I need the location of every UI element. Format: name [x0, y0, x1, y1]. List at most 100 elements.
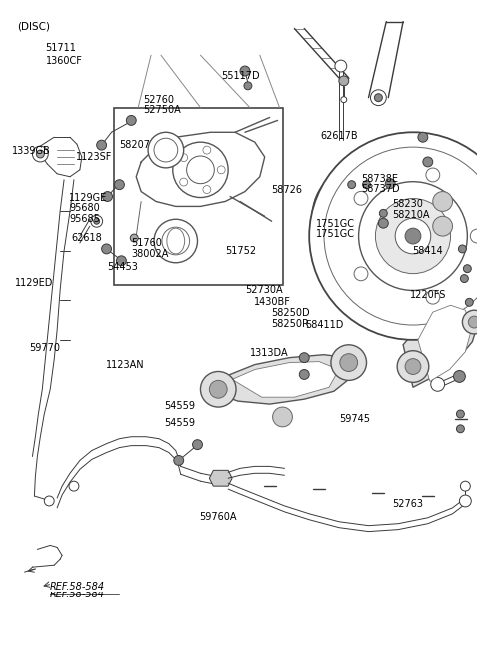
Polygon shape	[430, 177, 466, 253]
Text: 54559: 54559	[164, 402, 195, 411]
Circle shape	[334, 193, 346, 205]
Text: REF.58-584: REF.58-584	[50, 582, 105, 592]
Circle shape	[33, 146, 48, 162]
Text: 58411D: 58411D	[305, 320, 344, 330]
Circle shape	[354, 206, 373, 226]
Text: 1751GC: 1751GC	[316, 219, 355, 229]
Circle shape	[340, 354, 358, 371]
Circle shape	[244, 82, 252, 90]
Polygon shape	[209, 470, 232, 486]
Text: 59770: 59770	[29, 343, 60, 353]
Circle shape	[426, 290, 440, 304]
Text: 59745: 59745	[340, 415, 371, 424]
Circle shape	[114, 179, 124, 189]
Circle shape	[374, 94, 383, 102]
Circle shape	[180, 178, 188, 186]
Text: 1360CF: 1360CF	[46, 56, 83, 66]
Circle shape	[341, 97, 347, 103]
Circle shape	[470, 229, 480, 243]
Circle shape	[460, 274, 468, 282]
Circle shape	[375, 198, 451, 274]
Circle shape	[456, 410, 464, 418]
Text: 1129ED: 1129ED	[14, 278, 53, 288]
Circle shape	[300, 352, 309, 363]
Circle shape	[174, 455, 184, 466]
Text: 52750A: 52750A	[143, 105, 180, 115]
Text: 51711: 51711	[46, 43, 76, 53]
Circle shape	[459, 495, 471, 507]
Circle shape	[44, 496, 54, 506]
Circle shape	[385, 179, 395, 189]
Circle shape	[367, 182, 379, 194]
Text: 1123AN: 1123AN	[106, 360, 145, 370]
Circle shape	[203, 146, 211, 154]
Circle shape	[154, 219, 197, 263]
Text: 1129GE: 1129GE	[69, 193, 108, 203]
Circle shape	[162, 227, 190, 255]
Circle shape	[94, 218, 100, 224]
Circle shape	[387, 210, 399, 222]
Circle shape	[456, 425, 464, 433]
Circle shape	[354, 191, 368, 205]
Circle shape	[273, 407, 292, 427]
Circle shape	[335, 60, 347, 72]
Text: 59760A: 59760A	[200, 512, 237, 521]
Circle shape	[309, 132, 480, 340]
Polygon shape	[216, 354, 354, 404]
Text: 1339GB: 1339GB	[12, 147, 51, 157]
Circle shape	[397, 350, 429, 383]
Circle shape	[217, 166, 225, 174]
Text: 95685: 95685	[69, 214, 100, 224]
Circle shape	[103, 192, 112, 202]
Text: 58737D: 58737D	[361, 184, 400, 194]
Circle shape	[91, 215, 103, 227]
Circle shape	[130, 234, 138, 242]
Circle shape	[379, 210, 387, 217]
Circle shape	[117, 256, 126, 266]
Circle shape	[339, 76, 349, 86]
Circle shape	[378, 218, 388, 228]
Circle shape	[367, 238, 379, 250]
Text: 58230: 58230	[392, 200, 423, 210]
Circle shape	[354, 267, 368, 281]
Circle shape	[454, 371, 466, 383]
Circle shape	[344, 196, 384, 236]
Circle shape	[240, 66, 250, 76]
Circle shape	[69, 481, 79, 491]
Circle shape	[154, 138, 178, 162]
Text: 58210A: 58210A	[392, 210, 429, 220]
Circle shape	[359, 181, 468, 290]
Text: 52760: 52760	[143, 94, 174, 105]
Circle shape	[201, 371, 236, 407]
Circle shape	[395, 218, 431, 254]
Circle shape	[431, 377, 444, 391]
Circle shape	[458, 245, 467, 253]
Text: 38002A: 38002A	[131, 249, 168, 259]
Text: 58414: 58414	[412, 246, 443, 256]
Circle shape	[173, 142, 228, 198]
Circle shape	[96, 140, 107, 150]
Text: 1220FS: 1220FS	[410, 290, 446, 300]
Circle shape	[433, 216, 453, 236]
Text: 1751GC: 1751GC	[316, 229, 355, 239]
Circle shape	[192, 440, 203, 449]
Circle shape	[300, 369, 309, 379]
Text: 62617B: 62617B	[321, 131, 358, 141]
Polygon shape	[418, 305, 471, 381]
Circle shape	[466, 298, 473, 307]
Text: 58250D: 58250D	[271, 309, 310, 318]
Circle shape	[405, 228, 421, 244]
Text: 58738E: 58738E	[361, 174, 398, 183]
Circle shape	[426, 168, 440, 182]
Text: 52763: 52763	[392, 498, 423, 508]
Bar	[114, 107, 283, 286]
Circle shape	[405, 359, 421, 375]
Text: 54453: 54453	[107, 261, 138, 272]
Circle shape	[312, 165, 415, 268]
Text: 58726: 58726	[271, 185, 302, 195]
Circle shape	[187, 156, 214, 183]
Circle shape	[362, 181, 371, 189]
Text: 1123SF: 1123SF	[76, 152, 113, 162]
Circle shape	[423, 157, 433, 167]
Circle shape	[36, 150, 44, 158]
